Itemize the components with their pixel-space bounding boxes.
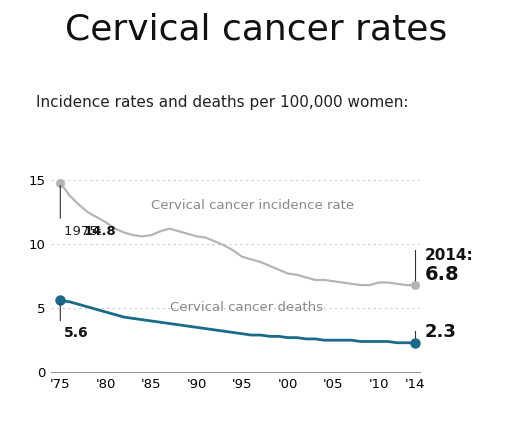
- Text: Incidence rates and deaths per 100,000 women:: Incidence rates and deaths per 100,000 w…: [36, 95, 409, 110]
- Text: 1975:: 1975:: [64, 225, 106, 238]
- Text: Cervical cancer incidence rate: Cervical cancer incidence rate: [152, 199, 354, 212]
- Text: 2014:: 2014:: [425, 248, 474, 263]
- Text: 5.6: 5.6: [64, 326, 89, 340]
- Text: Cervical cancer rates: Cervical cancer rates: [65, 13, 447, 47]
- Text: 6.8: 6.8: [425, 265, 460, 284]
- Text: 2.3: 2.3: [425, 323, 457, 341]
- Text: 14.8: 14.8: [84, 225, 117, 238]
- Text: Cervical cancer deaths: Cervical cancer deaths: [169, 301, 323, 314]
